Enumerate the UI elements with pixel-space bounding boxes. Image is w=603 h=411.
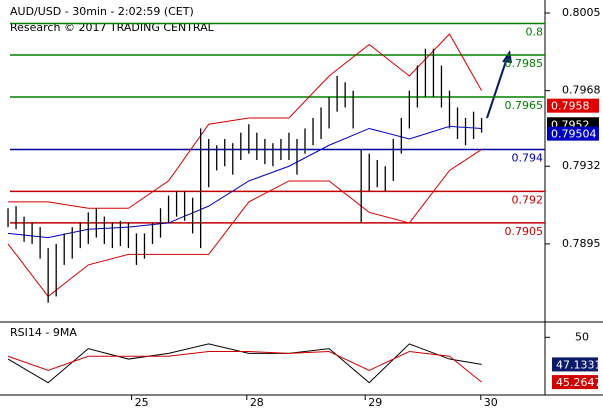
rsi-title: RSI14 - 9MA bbox=[10, 326, 77, 339]
forecast-arrow bbox=[486, 50, 512, 119]
price-marker bbox=[547, 98, 599, 113]
y-tick-label: 0.8005 bbox=[562, 6, 601, 19]
price-marker-label: 0.7958 bbox=[551, 100, 590, 113]
x-tick-label: 30 bbox=[484, 396, 498, 409]
level-label: 0.7905 bbox=[505, 225, 544, 238]
overlay-line bbox=[8, 33, 483, 209]
rsi-marker bbox=[552, 357, 598, 372]
x-tick-label: 29 bbox=[368, 396, 382, 409]
rsi-marker-label: 45.2647 bbox=[556, 376, 602, 389]
rsi-line bbox=[7, 350, 482, 383]
level-label: 0.7985 bbox=[505, 57, 544, 70]
level-label: 0.792 bbox=[512, 193, 544, 206]
level-label: 0.8 bbox=[526, 26, 544, 39]
y-tick-label: 0.7895 bbox=[562, 237, 601, 250]
y-tick-label: 0.7968 bbox=[562, 84, 601, 97]
rsi-marker bbox=[552, 375, 598, 390]
y-tick-label: 50 bbox=[575, 330, 589, 343]
x-tick-label: 28 bbox=[250, 396, 264, 409]
rsi-marker-label: 47.1331 bbox=[556, 358, 602, 371]
overlay-line bbox=[7, 149, 482, 298]
y-tick-label: 0.7932 bbox=[562, 159, 601, 172]
rsi-line bbox=[7, 343, 482, 384]
x-tick-label: 25 bbox=[135, 396, 149, 409]
price-marker-label: 0.79504 bbox=[551, 128, 597, 141]
price-marker bbox=[547, 126, 599, 141]
level-label: 0.7965 bbox=[505, 99, 544, 112]
level-label: 0.794 bbox=[512, 151, 544, 164]
chart-title: AUD/USD - 30min - 2:02:59 (CET) bbox=[10, 5, 194, 18]
